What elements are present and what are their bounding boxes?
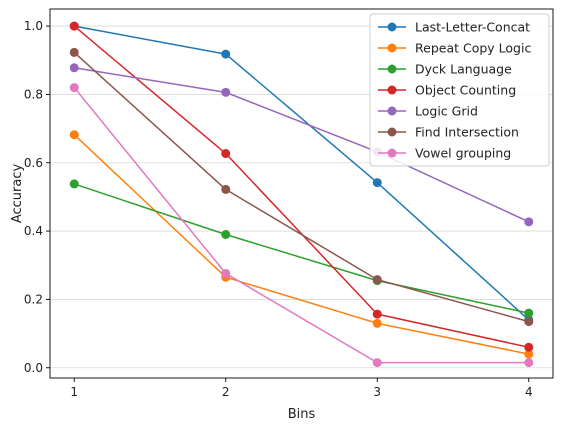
y-tick-label: 1.0 (24, 19, 43, 33)
data-point (372, 358, 382, 368)
data-point (524, 308, 534, 318)
legend-marker (387, 64, 397, 74)
series-line (73, 87, 529, 364)
data-point (372, 178, 382, 188)
data-point (221, 268, 231, 278)
data-point (372, 275, 382, 285)
legend-item: Repeat Copy Logic (378, 41, 531, 56)
legend-item: Vowel grouping (378, 146, 511, 161)
legend: Last-Letter-Concat Repeat Copy Logic Dyck … (369, 13, 550, 167)
data-point (69, 47, 79, 57)
legend-item: Logic Grid (378, 104, 478, 119)
legend-marker (387, 85, 397, 95)
data-point (69, 130, 79, 140)
series-dyck-language (69, 179, 534, 318)
series-line (73, 134, 529, 355)
y-axis-label: Accuracy (10, 164, 25, 224)
legend-label: Object Counting (415, 83, 516, 98)
legend-item: Dyck Language (378, 62, 512, 77)
legend-item: Find Intersection (378, 125, 519, 140)
legend-marker (387, 22, 397, 32)
grid-lines (50, 25, 553, 369)
data-point (69, 63, 79, 73)
series-find-intersection (69, 47, 534, 327)
x-tick-label: 1 (70, 385, 78, 399)
legend-box (369, 13, 550, 167)
data-point (372, 309, 382, 319)
series-line (74, 67, 530, 223)
x-tick-label: 4 (525, 385, 533, 399)
data-point (524, 317, 534, 327)
series-line (74, 25, 530, 321)
series-line (74, 183, 529, 314)
legend-marker (387, 148, 397, 158)
legend-item: Object Counting (378, 83, 516, 98)
legend-label: Last-Letter-Concat (415, 20, 530, 35)
data-point (524, 358, 534, 368)
y-tick-label: 0.4 (24, 224, 43, 238)
data-point (69, 179, 79, 189)
legend-label: Vowel grouping (415, 146, 511, 161)
legend-marker (387, 127, 397, 137)
y-tick-label: 0.8 (24, 87, 43, 101)
data-point (221, 87, 231, 97)
series-lines (69, 21, 534, 368)
legend-item: Last-Letter-Concat (378, 20, 530, 35)
axis-ticks: 0.0 0.2 0.4 0.6 0.8 1.0 1 2 3 4 (24, 19, 533, 399)
data-point (372, 318, 382, 328)
data-point (221, 149, 231, 159)
data-point (69, 83, 79, 93)
data-point (221, 230, 231, 239)
data-point (221, 184, 231, 194)
x-tick-label: 3 (373, 385, 381, 399)
y-tick-label: 0.2 (24, 292, 43, 306)
data-point (524, 342, 534, 352)
legend-label: Repeat Copy Logic (415, 41, 531, 56)
x-tick-label: 2 (222, 385, 230, 399)
data-point (524, 349, 534, 359)
plot-frame (49, 8, 554, 379)
y-tick-label: 0.0 (24, 361, 43, 375)
legend-label: Logic Grid (415, 104, 478, 119)
series-line (73, 51, 529, 323)
y-tick-label: 0.6 (24, 156, 43, 170)
legend-marker (387, 106, 397, 116)
legend-label: Find Intersection (415, 125, 519, 140)
series-vowel-grouping (69, 83, 534, 368)
x-axis-label: Bins (288, 407, 316, 422)
data-point (69, 21, 79, 31)
data-point (524, 217, 534, 227)
data-point (221, 49, 231, 59)
legend-label: Dyck Language (415, 62, 512, 77)
legend-marker (387, 43, 397, 53)
